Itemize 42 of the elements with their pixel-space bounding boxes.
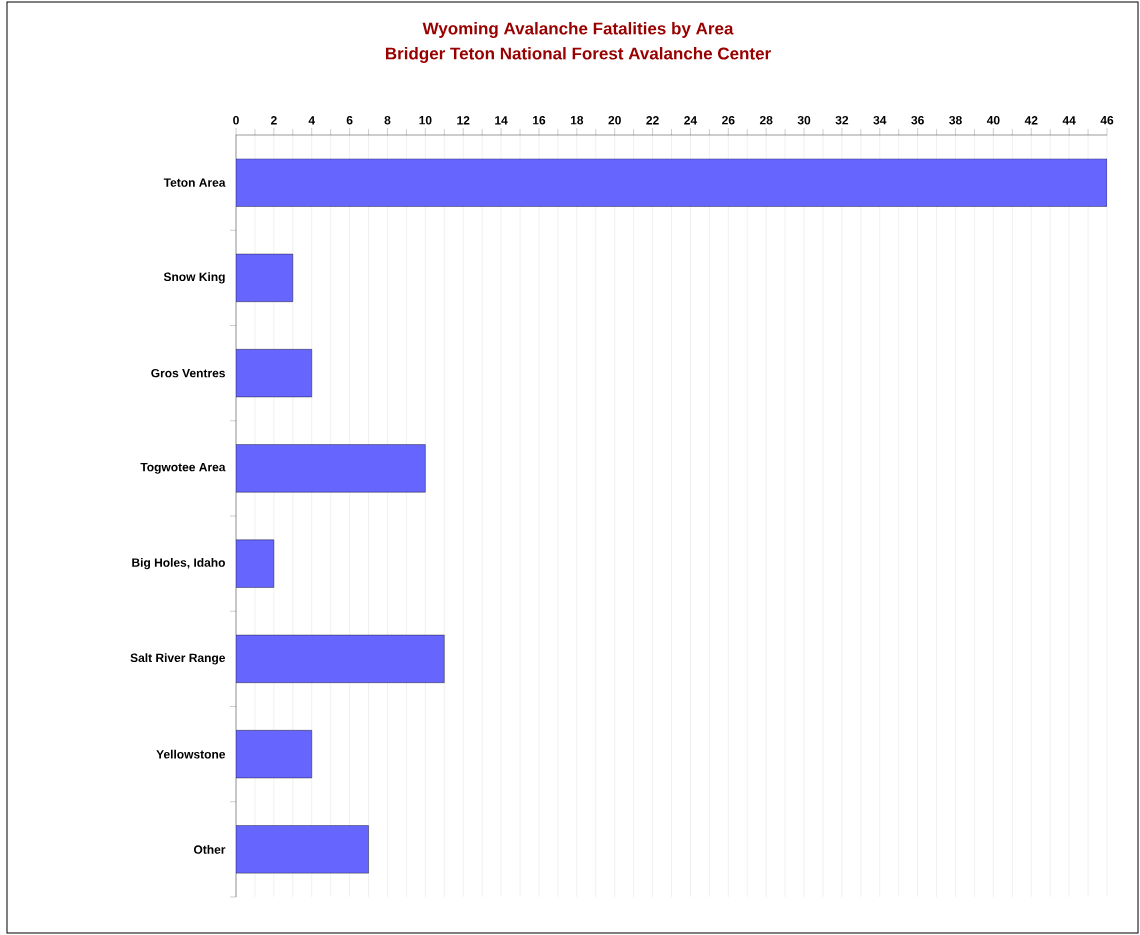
x-tick-label: 10 <box>419 115 432 125</box>
y-tick-label: Snow King <box>163 272 225 284</box>
x-tick-label: 38 <box>949 115 962 125</box>
y-tick-label: Salt River Range <box>130 653 226 665</box>
x-tick-label: 4 <box>308 116 316 125</box>
x-tick-label: 32 <box>835 115 849 125</box>
x-tick-label: 30 <box>797 115 811 125</box>
x-tick-label: 2 <box>270 116 277 125</box>
bar <box>236 634 445 683</box>
x-tick-label: 24 <box>684 116 698 125</box>
chart-subtitle: Bridger Teton National Forest Avalanche Center <box>385 47 771 63</box>
x-tick-label: 18 <box>570 115 584 125</box>
y-tick-label: Big Holes, Idaho <box>132 558 225 570</box>
x-tick-label: 12 <box>457 116 470 125</box>
bar <box>236 158 1108 207</box>
x-tick-label: 14 <box>495 116 508 125</box>
y-tick-label: Togwotee Area <box>140 462 226 474</box>
bar <box>236 825 369 874</box>
x-tick-label: 22 <box>646 116 659 125</box>
y-tick-label: Other <box>193 844 226 854</box>
x-tick-label: 46 <box>1100 115 1114 125</box>
x-tick-label: 16 <box>533 115 546 125</box>
bar <box>236 349 312 398</box>
bar <box>236 253 294 302</box>
x-tick-label: 36 <box>911 115 924 125</box>
x-tick-label: 20 <box>608 115 621 125</box>
x-tick-label: 0 <box>233 115 239 125</box>
bar <box>236 539 275 588</box>
x-tick-label: 28 <box>759 115 773 125</box>
bar <box>236 444 426 493</box>
x-tick-label: 40 <box>986 115 1000 125</box>
y-tick-label: Gros Ventres <box>151 368 225 378</box>
y-tick-label: Teton Area <box>163 178 226 187</box>
x-tick-label: 8 <box>384 115 391 125</box>
x-tick-label: 44 <box>1062 116 1076 125</box>
x-tick-label: 26 <box>722 115 735 125</box>
x-tick-label: 42 <box>1024 116 1038 125</box>
x-tick-label: 34 <box>873 115 887 125</box>
x-tick-label: 6 <box>346 115 353 125</box>
y-tick-label: Yellowstone <box>156 749 226 759</box>
bar <box>236 730 312 779</box>
chart-title: Wyoming Avalanche Fatalities by Area <box>422 22 734 38</box>
